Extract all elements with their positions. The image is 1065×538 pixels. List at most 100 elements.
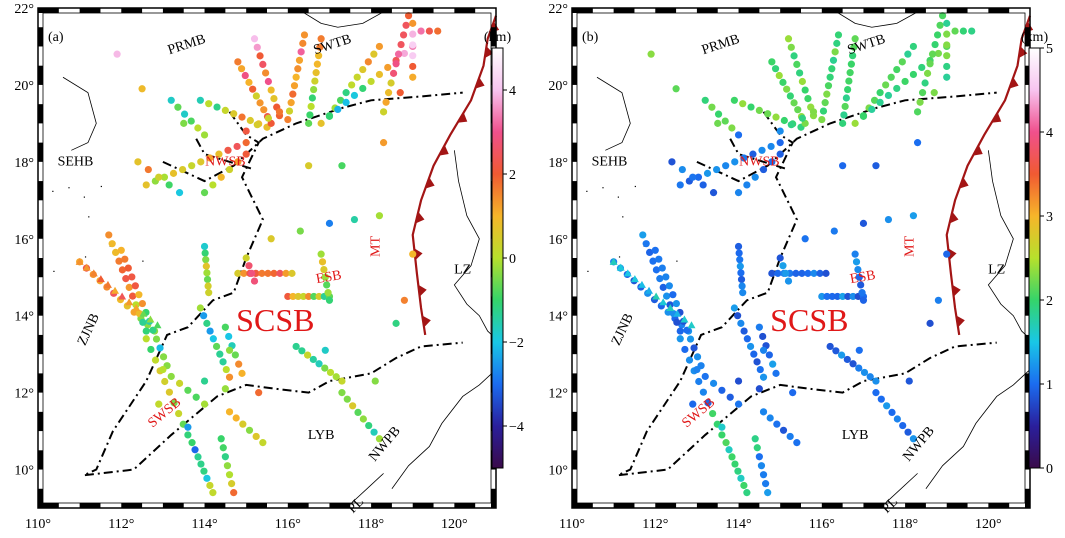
- sample-point: [943, 73, 951, 81]
- sample-point: [714, 119, 722, 127]
- sample-point: [951, 27, 959, 35]
- sample-point: [276, 269, 284, 277]
- y-tick-label: 16°: [548, 233, 568, 248]
- sample-point: [336, 96, 345, 104]
- sample-point: [151, 356, 160, 364]
- sample-point: [943, 41, 951, 49]
- frame-check: [572, 181, 577, 201]
- sample-point: [245, 262, 253, 270]
- sample-point: [434, 27, 442, 35]
- sample-point: [642, 240, 650, 248]
- sample-point: [685, 356, 694, 364]
- frame-check: [821, 8, 843, 13]
- sample-point: [200, 400, 209, 408]
- sample-point: [400, 296, 408, 304]
- sample-point: [309, 355, 317, 364]
- sample-point: [718, 386, 726, 394]
- sample-point: [846, 69, 854, 77]
- sample-point: [701, 96, 709, 104]
- sample-point: [156, 344, 164, 352]
- sample-point: [759, 408, 768, 416]
- trench-tooth: [414, 248, 423, 261]
- frame-check: [38, 373, 43, 393]
- frame-check: [454, 8, 476, 13]
- sample-point: [884, 215, 893, 224]
- sample-point: [147, 345, 155, 354]
- sample-point: [786, 432, 794, 441]
- sample-point: [370, 50, 378, 58]
- frame-check: [863, 503, 885, 508]
- sample-point: [315, 292, 323, 301]
- sample-point: [332, 373, 340, 381]
- sample-point: [245, 426, 254, 434]
- sample-point: [184, 423, 192, 431]
- sample-point: [139, 318, 147, 326]
- sample-point: [749, 150, 757, 158]
- sample-point: [690, 344, 698, 352]
- sample-point: [142, 335, 150, 343]
- sample-point: [931, 40, 939, 49]
- sample-point: [409, 41, 417, 49]
- sample-triangle: [111, 286, 120, 294]
- sample-point: [844, 292, 852, 301]
- sample-point: [200, 242, 209, 251]
- sample-point: [299, 292, 308, 301]
- sample-point: [124, 264, 132, 272]
- x-tick-label: 120°: [441, 517, 468, 532]
- map-area: [38, 8, 496, 508]
- colorbar-unit: (km): [484, 30, 512, 45]
- sample-triangle: [623, 269, 632, 277]
- sample-point: [735, 249, 743, 257]
- colorbar-tick-label: 4: [1046, 126, 1053, 141]
- sample-point: [397, 40, 405, 49]
- sample-point: [828, 292, 836, 301]
- sample-point: [315, 360, 323, 368]
- frame-check: [821, 503, 843, 508]
- sample-point: [695, 377, 703, 386]
- sample-point: [144, 165, 152, 174]
- sample-point: [930, 89, 938, 97]
- sample-point: [200, 131, 209, 139]
- sample-point: [774, 269, 782, 277]
- sample-point: [821, 99, 829, 107]
- sample-point: [709, 379, 718, 387]
- sample-point: [840, 111, 848, 119]
- sample-point: [708, 103, 716, 111]
- sample-point: [310, 292, 318, 301]
- sample-point: [250, 277, 259, 285]
- sample-point: [759, 471, 768, 479]
- sample-point: [267, 235, 275, 243]
- sample-point: [872, 162, 880, 170]
- sample-point: [736, 256, 744, 264]
- sample-point: [379, 139, 388, 147]
- sample-point: [746, 342, 755, 351]
- sample-point: [651, 246, 659, 254]
- sample-point: [365, 421, 373, 430]
- sample-point: [899, 421, 907, 430]
- sample-point: [689, 173, 697, 181]
- sample-point: [775, 71, 783, 80]
- frame-check: [38, 411, 43, 432]
- frame-check: [38, 503, 59, 508]
- frame-check: [572, 104, 577, 124]
- frame-check: [162, 8, 184, 13]
- x-tick-label: 114°: [191, 517, 217, 532]
- trench-tooth: [991, 112, 1002, 123]
- sample-point: [776, 139, 784, 147]
- sample-point: [178, 165, 187, 174]
- sample-point: [184, 386, 192, 394]
- y-tick-label: 12°: [548, 387, 568, 402]
- sample-point: [134, 158, 142, 166]
- sample-point: [859, 112, 868, 120]
- sample-point: [753, 444, 761, 452]
- sample-point: [855, 273, 863, 281]
- frame-check: [1025, 488, 1030, 508]
- sample-point: [387, 79, 395, 87]
- sample-point: [115, 257, 123, 265]
- sample-point: [359, 65, 367, 74]
- sample-point: [233, 142, 241, 151]
- sample-point: [782, 269, 790, 277]
- coastline: [62, 76, 97, 151]
- sample-point: [916, 98, 924, 106]
- sample-point: [242, 150, 250, 158]
